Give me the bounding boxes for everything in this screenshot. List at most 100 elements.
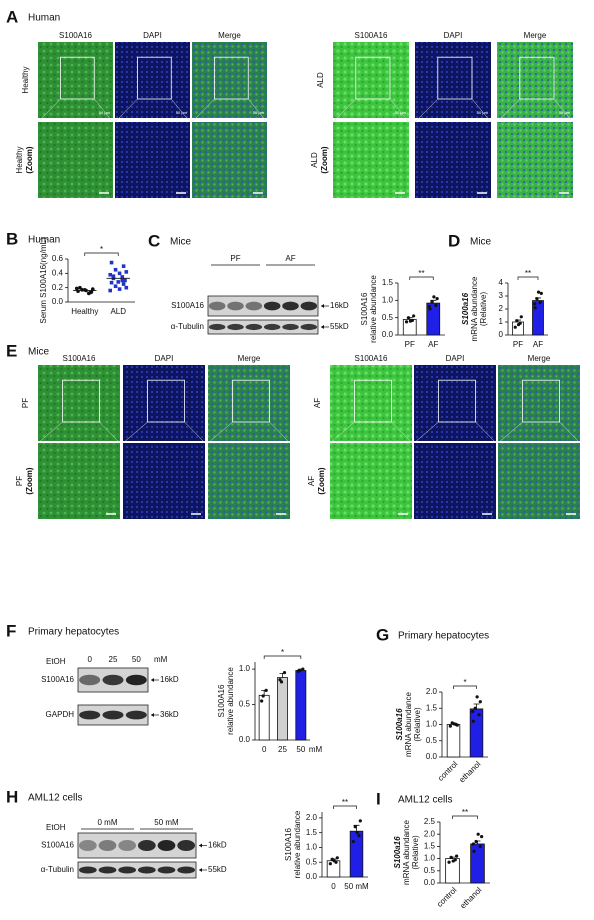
blot-band [102, 710, 124, 720]
arrow-head [151, 713, 154, 717]
significance-label: * [281, 648, 284, 657]
scale-label: 50 μm [395, 110, 407, 115]
column-title: DAPI [143, 31, 162, 40]
x-tick-label: PF [405, 340, 415, 349]
significance-label: ** [342, 798, 348, 807]
zoom-box [214, 56, 249, 100]
significance-bracket [263, 655, 302, 659]
zoom-box [137, 56, 172, 100]
blot-band [282, 323, 299, 331]
group-label: 0 mM [98, 818, 118, 827]
data-point [478, 844, 482, 849]
data-point [449, 855, 453, 859]
data-point [109, 260, 114, 265]
blot-band [227, 301, 244, 311]
micrograph [38, 42, 113, 118]
data-point [82, 288, 87, 292]
data-point [120, 275, 125, 279]
significance-label: ** [418, 269, 424, 278]
blot-band [78, 840, 97, 851]
y-axis-label: S100A16 [360, 292, 369, 325]
data-point [538, 300, 542, 305]
y-tick-label: 0.0 [52, 297, 64, 306]
data-point [108, 288, 113, 293]
blot-band [263, 323, 281, 331]
blot-strip [207, 295, 319, 317]
bar [470, 843, 485, 884]
panel-letter: A [6, 7, 18, 26]
group-label: PF [230, 254, 240, 263]
y-tick-label: 0.2 [52, 283, 64, 292]
data-point [357, 834, 361, 838]
data-point [328, 862, 332, 866]
blot-band [137, 840, 156, 851]
data-point [471, 842, 475, 846]
y-tick-label: 0.5 [306, 857, 318, 866]
data-point [121, 264, 126, 268]
y-tick-label: 4 [499, 278, 504, 287]
data-point [536, 290, 541, 294]
panel-letter: B [6, 229, 18, 248]
blot-band [263, 301, 281, 311]
y-tick-label: 0.0 [239, 735, 251, 744]
zoom-guide [553, 98, 574, 123]
lane-unit: mM [154, 655, 168, 664]
blot-size-label: 16kD [160, 675, 179, 684]
row-label: AF [307, 476, 316, 486]
data-point [535, 297, 539, 301]
x-unit-label: mM [309, 745, 323, 754]
column-title: S100A16 [63, 354, 96, 363]
x-tick-label: ALD [110, 307, 126, 316]
data-point [475, 695, 479, 699]
blot-band [98, 866, 117, 874]
data-point [471, 709, 475, 714]
blot-band [300, 301, 318, 311]
data-point [533, 306, 537, 310]
blot-band [78, 866, 97, 874]
blot-band [125, 674, 147, 686]
data-point [109, 280, 114, 285]
zoom-guide [184, 421, 206, 444]
data-point [452, 722, 456, 726]
zoom-guide [94, 98, 114, 123]
bar [349, 830, 364, 878]
panel-letter: C [148, 231, 160, 250]
micrograph [38, 443, 120, 519]
bar [295, 670, 307, 741]
data-point [301, 667, 305, 671]
zoom-box [437, 56, 473, 100]
y-tick-label: 0.5 [239, 700, 251, 709]
micrograph [123, 443, 205, 519]
zoom-box [355, 56, 391, 100]
y-tick-label: 0.0 [382, 330, 394, 339]
data-point [428, 307, 432, 311]
blot-strip [77, 861, 197, 879]
blot-band [208, 323, 226, 331]
row-label-zoom: (Zoom) [317, 467, 326, 494]
data-point [90, 287, 95, 291]
column-title: DAPI [155, 354, 174, 363]
data-point [120, 278, 125, 283]
column-title: Merge [238, 354, 261, 363]
bar [277, 677, 288, 741]
panel-title: Mice [170, 237, 192, 248]
y-tick-label: 1.0 [306, 843, 318, 852]
x-tick-label: ethanol [457, 759, 482, 784]
significance-label: * [100, 245, 103, 254]
zoom-box [438, 379, 476, 423]
x-tick-label: 0 [331, 882, 336, 891]
blot-band [227, 323, 244, 331]
data-point [260, 699, 264, 703]
blot-size-label: 16kD [208, 841, 227, 850]
micrograph [208, 365, 290, 441]
data-point [427, 304, 431, 309]
micrograph [333, 122, 409, 198]
zoom-guide [471, 98, 492, 123]
zoom-guide [269, 421, 291, 444]
bar [469, 708, 484, 758]
treatment-label: EtOH [46, 823, 66, 832]
data-point [86, 291, 91, 296]
column-title: Merge [524, 31, 547, 40]
data-point [447, 860, 451, 864]
